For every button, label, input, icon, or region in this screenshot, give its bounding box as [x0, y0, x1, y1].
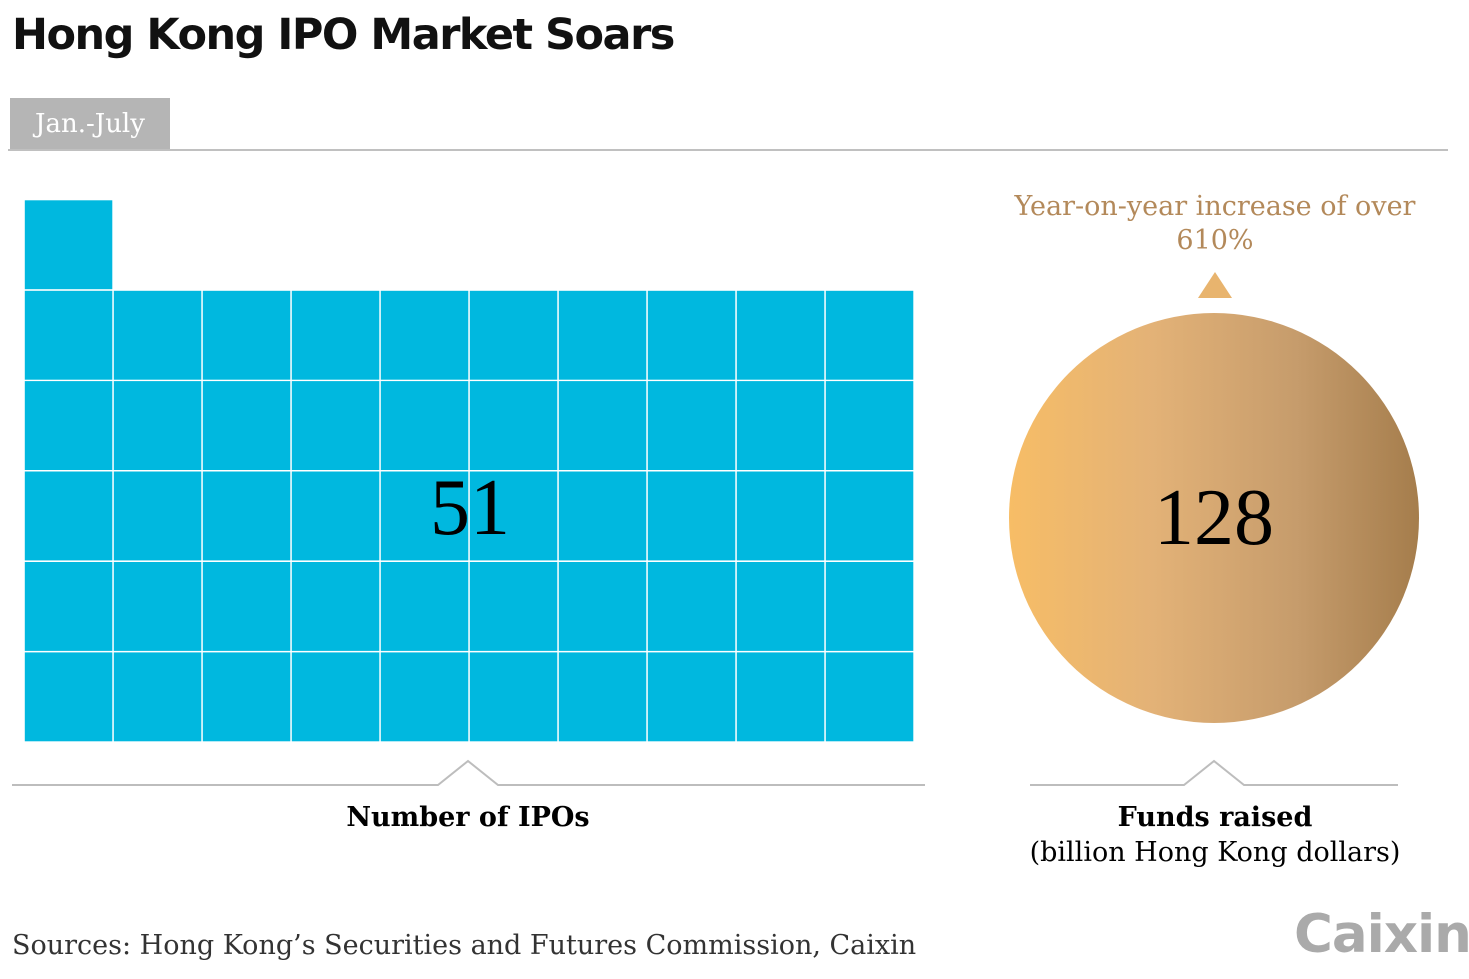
ipo-square: [113, 652, 202, 742]
ipo-square: [24, 200, 113, 290]
ipo-square: [202, 562, 291, 651]
ipo-square: [202, 652, 291, 742]
ipo-square: [469, 471, 558, 561]
funds-axis-label: Funds raised: [1117, 802, 1313, 833]
ipo-square: [291, 652, 380, 742]
ipo-square: [291, 381, 380, 470]
ipo-square: [736, 562, 825, 651]
ipo-square: [24, 652, 113, 742]
ipo-square: [24, 562, 113, 651]
ipo-square: [825, 562, 914, 651]
ipo-square: [647, 290, 736, 380]
ipo-square: [380, 652, 469, 742]
ipo-square: [825, 471, 914, 561]
ipo-square: [291, 471, 380, 561]
ipo-axis-label: Number of IPOs: [346, 802, 590, 833]
yoy-increase-percent: 610%: [1176, 225, 1254, 256]
ipo-square: [825, 381, 914, 470]
ipo-square: [558, 471, 647, 561]
ipo-square: [24, 471, 113, 561]
ipo-square: [647, 652, 736, 742]
ipo-square: [736, 381, 825, 470]
caixin-logo: Caixin: [1294, 904, 1469, 965]
ipo-square: [558, 290, 647, 380]
axis-markers: [12, 759, 1398, 786]
chart-title: Hong Kong IPO Market Soars: [12, 10, 675, 60]
ipo-waffle-chart: [24, 200, 914, 742]
period-tab: Jan.-July: [10, 98, 170, 149]
ipo-square: [736, 652, 825, 742]
ipo-square: [291, 562, 380, 651]
ipo-square: [469, 290, 558, 380]
ipo-square: [202, 471, 291, 561]
ipo-square: [647, 471, 736, 561]
ipo-square: [736, 290, 825, 380]
ipo-square: [291, 290, 380, 380]
ipo-square: [113, 381, 202, 470]
ipo-square: [469, 562, 558, 651]
ipo-square: [558, 562, 647, 651]
ipo-square: [736, 471, 825, 561]
ipo-square: [380, 471, 469, 561]
ipo-square: [113, 471, 202, 561]
funds-raised-value: 128: [1154, 474, 1274, 562]
ipo-square: [113, 562, 202, 651]
ipo-square: [380, 562, 469, 651]
yoy-increase-text: Year-on-year increase of over: [1014, 191, 1416, 222]
funds-axis-unit: (billion Hong Kong dollars): [1029, 837, 1401, 868]
ipo-square: [469, 652, 558, 742]
ipo-square: [558, 652, 647, 742]
ipo-square: [113, 290, 202, 380]
funds-raised-circle: [1009, 313, 1419, 723]
funds-axis-caret: [1030, 759, 1398, 786]
ipo-square: [647, 562, 736, 651]
ipo-square: [825, 652, 914, 742]
ipo-square: [469, 381, 558, 470]
ipo-square: [647, 381, 736, 470]
ipo-square: [202, 290, 291, 380]
ipo-square: [202, 381, 291, 470]
yoy-increase-annotation: Year-on-year increase of over 610%: [1000, 190, 1430, 258]
triangle-up-icon: [1198, 272, 1232, 298]
header-divider: [8, 149, 1448, 151]
ipo-square: [380, 290, 469, 380]
ipo-count-value: 51: [430, 464, 510, 552]
sources-note: Sources: Hong Kong’s Securities and Futu…: [12, 930, 917, 961]
ipo-square: [24, 381, 113, 470]
ipo-square: [24, 290, 113, 380]
ipo-square: [558, 381, 647, 470]
ipo-square: [380, 381, 469, 470]
ipo-square: [825, 290, 914, 380]
ipo-axis-caret: [12, 759, 925, 786]
